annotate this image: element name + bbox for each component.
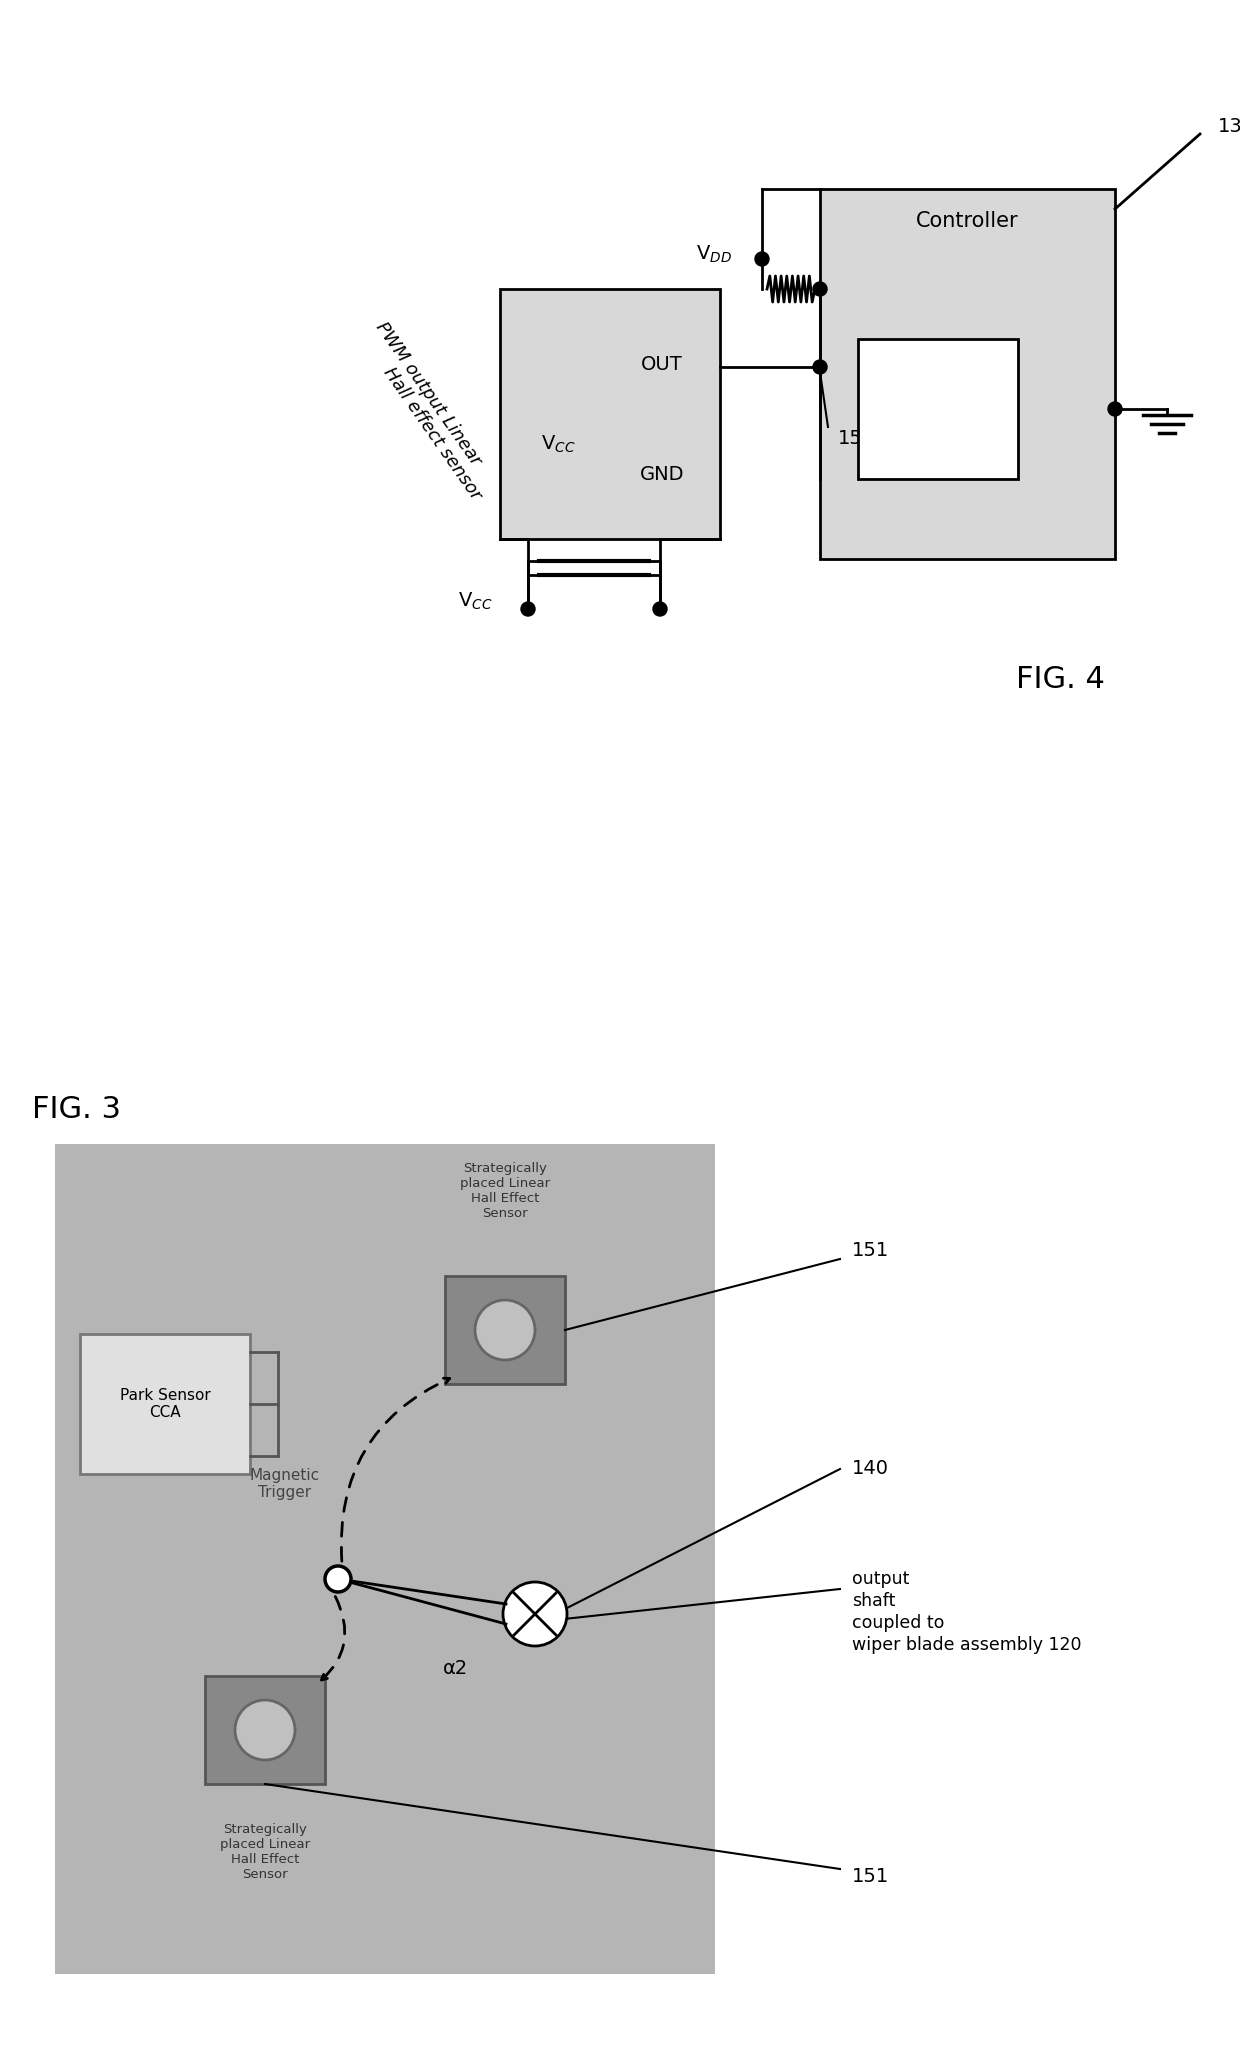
Bar bbox=[820, 188, 1115, 559]
Circle shape bbox=[236, 1701, 295, 1761]
Text: coupled to: coupled to bbox=[852, 1614, 945, 1632]
Text: output: output bbox=[852, 1570, 909, 1589]
Text: PWM output Linear: PWM output Linear bbox=[372, 319, 485, 470]
Bar bbox=[500, 290, 720, 540]
Text: 151: 151 bbox=[852, 1241, 889, 1260]
Circle shape bbox=[813, 360, 827, 374]
Text: GND: GND bbox=[640, 466, 684, 484]
Circle shape bbox=[653, 602, 667, 617]
Text: Magnetic
Trigger: Magnetic Trigger bbox=[250, 1467, 320, 1500]
Text: V$_{CC}$: V$_{CC}$ bbox=[459, 590, 494, 612]
Text: α2: α2 bbox=[443, 1659, 467, 1678]
Bar bbox=[55, 1144, 715, 1974]
Circle shape bbox=[1109, 401, 1122, 416]
Circle shape bbox=[475, 1299, 534, 1359]
Text: FIG. 3: FIG. 3 bbox=[32, 1095, 122, 1123]
Text: Strategically
placed Linear
Hall Effect
Sensor: Strategically placed Linear Hall Effect … bbox=[219, 1823, 310, 1881]
Text: shaft: shaft bbox=[852, 1591, 895, 1610]
Text: V$_{CC}$: V$_{CC}$ bbox=[541, 432, 575, 455]
Text: Controller: Controller bbox=[916, 211, 1019, 232]
Bar bbox=[445, 1277, 565, 1384]
Bar bbox=[81, 1335, 250, 1473]
Text: 140: 140 bbox=[852, 1459, 889, 1479]
Circle shape bbox=[325, 1566, 351, 1591]
Bar bbox=[205, 1676, 325, 1783]
Text: V$_{DD}$: V$_{DD}$ bbox=[696, 244, 732, 265]
Text: Park Sensor
CCA: Park Sensor CCA bbox=[119, 1388, 211, 1419]
Text: 131: 131 bbox=[1218, 116, 1240, 134]
Circle shape bbox=[813, 281, 827, 296]
Circle shape bbox=[521, 602, 534, 617]
Circle shape bbox=[503, 1583, 567, 1647]
Bar bbox=[858, 339, 1018, 480]
Text: Strategically
placed Linear
Hall Effect
Sensor: Strategically placed Linear Hall Effect … bbox=[460, 1163, 551, 1221]
Text: wiper blade assembly 120: wiper blade assembly 120 bbox=[852, 1637, 1081, 1653]
Text: 151: 151 bbox=[838, 430, 875, 449]
Text: Hall effect sensor: Hall effect sensor bbox=[379, 364, 485, 503]
Text: 151: 151 bbox=[852, 1868, 889, 1887]
Text: FIG. 4: FIG. 4 bbox=[1016, 664, 1105, 693]
Text: GPIO: GPIO bbox=[913, 399, 963, 420]
Circle shape bbox=[755, 252, 769, 267]
Text: OUT: OUT bbox=[641, 354, 683, 374]
